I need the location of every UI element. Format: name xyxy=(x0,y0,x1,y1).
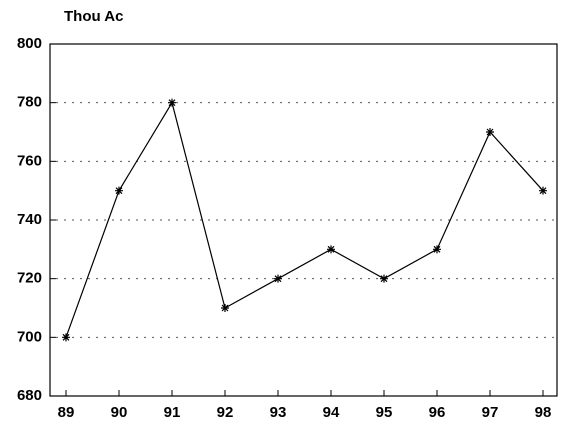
x-tick-label: 95 xyxy=(376,404,393,421)
x-tick-label: 97 xyxy=(482,404,499,421)
x-tick-label: 98 xyxy=(535,404,552,421)
x-tick-label: 96 xyxy=(429,404,446,421)
data-marker xyxy=(168,98,176,107)
data-marker xyxy=(327,245,335,254)
x-tick-label: 93 xyxy=(270,404,287,421)
data-marker xyxy=(115,186,123,195)
data-marker xyxy=(62,333,70,342)
data-marker xyxy=(221,304,229,312)
y-tick-label: 760 xyxy=(17,152,42,169)
data-marker xyxy=(539,186,547,195)
y-tick-label: 700 xyxy=(17,328,42,345)
y-tick-label: 720 xyxy=(17,270,42,287)
y-tick-label: 740 xyxy=(17,211,42,228)
y-tick-label: 780 xyxy=(17,94,42,111)
y-tick-label: 800 xyxy=(17,35,42,52)
x-tick-label: 89 xyxy=(58,404,75,421)
x-tick-label: 90 xyxy=(111,404,128,421)
data-marker xyxy=(380,274,388,283)
x-tick-label: 91 xyxy=(164,404,181,421)
data-line xyxy=(65,101,544,338)
y-tick-label: 680 xyxy=(17,387,42,404)
y-axis-label: Thou Ac xyxy=(64,8,123,25)
data-marker xyxy=(486,128,494,136)
x-tick-label: 92 xyxy=(217,404,234,421)
data-marker xyxy=(274,274,282,283)
data-marker xyxy=(433,245,441,254)
x-tick-label: 94 xyxy=(323,404,340,421)
